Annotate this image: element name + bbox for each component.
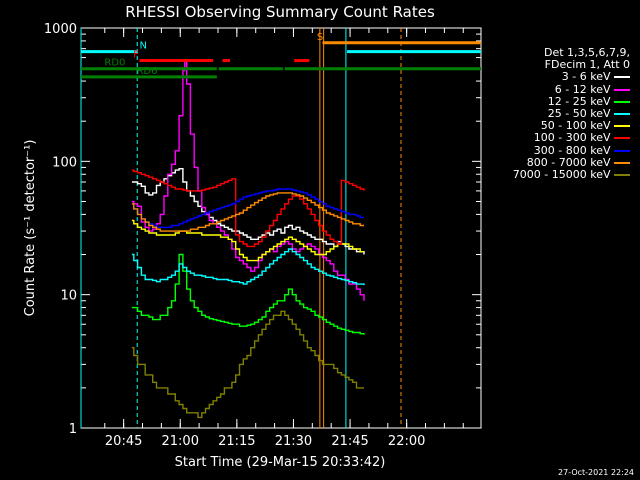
- series-line: [131, 188, 364, 228]
- legend-header-fdecim: FDecim 1, Att 0: [544, 58, 630, 72]
- legend-entry: 6 - 12 keV: [486, 82, 630, 96]
- state-bar-label: S: [317, 32, 323, 43]
- series-line: [131, 192, 364, 232]
- legend-entry: 25 - 50 keV: [486, 107, 630, 121]
- legend-entry-label: 25 - 50 keV: [547, 107, 614, 121]
- state-bar-label: N: [139, 41, 146, 52]
- legend-entry: 3 - 6 keV: [486, 71, 630, 83]
- legend: Det 1,3,5,6,7,9, FDecim 1, Att 0 3 - 6 k…: [486, 46, 630, 182]
- legend-entry-label: 800 - 7000 keV: [526, 155, 614, 169]
- legend-swatch: [614, 161, 630, 164]
- legend-entry-label: 7000 - 15000 keV: [512, 168, 614, 182]
- state-bar-label: RD0: [104, 58, 125, 69]
- x-axis-label: Start Time (29-Mar-15 20:33:42): [175, 455, 386, 470]
- legend-entry: 100 - 300 keV: [486, 132, 630, 144]
- legend-entry-label: 300 - 800 keV: [533, 143, 614, 157]
- legend-swatch: [614, 125, 630, 128]
- legend-entry: 12 - 25 keV: [486, 94, 630, 108]
- legend-entry-label: 3 - 6 keV: [561, 70, 614, 84]
- legend-entry: 300 - 800 keV: [486, 143, 630, 157]
- legend-entry: 50 - 100 keV: [486, 120, 630, 132]
- legend-entry: 7000 - 15000 keV: [486, 168, 630, 182]
- legend-swatch: [614, 149, 630, 152]
- y-axis-label: Count Rate (s⁻¹ detector⁻¹): [23, 140, 38, 317]
- series-line: [131, 253, 365, 335]
- x-tick-label: 20:45: [105, 434, 142, 449]
- chart-title: RHESSI Observing Summary Count Rates: [125, 3, 435, 21]
- series-line: [131, 310, 364, 419]
- series-line: [131, 60, 365, 301]
- state-bar-label: RD6: [136, 66, 157, 77]
- plot-area: 1 10 100 1000 20:45 21:00 21:15 21:30 21:45 22:00…: [44, 22, 482, 449]
- legend-swatch: [614, 88, 630, 91]
- legend-header-detectors: Det 1,3,5,6,7,9,: [543, 46, 630, 59]
- y-tick-label: 1: [69, 422, 77, 437]
- legend-swatch: [614, 137, 630, 140]
- legend-entry: 800 - 7000 keV: [486, 155, 630, 169]
- series-line: [131, 248, 365, 286]
- legend-entry-label: 12 - 25 keV: [547, 94, 614, 108]
- legend-entry-label: 50 - 100 keV: [540, 119, 614, 133]
- legend-swatch: [614, 76, 630, 79]
- legend-swatch: [614, 174, 630, 177]
- series-line: [131, 168, 365, 255]
- y-tick-label: 1000: [44, 22, 77, 37]
- x-tick-label: 21:00: [162, 434, 199, 449]
- state-bar-label: F: [133, 50, 139, 61]
- y-tick-label: 100: [52, 155, 77, 170]
- legend-swatch: [614, 113, 630, 116]
- x-tick-label: 21:45: [331, 434, 368, 449]
- x-tick-label: 21:30: [275, 434, 312, 449]
- series-line: [131, 169, 365, 248]
- y-tick-label: 10: [60, 289, 77, 304]
- x-tick-label: 21:15: [218, 434, 255, 449]
- legend-entry-label: 100 - 300 keV: [533, 131, 614, 145]
- generated-timestamp: 27-Oct-2021 22:24: [558, 468, 634, 477]
- legend-swatch: [614, 100, 630, 103]
- legend-entry-label: 6 - 12 keV: [554, 82, 614, 96]
- x-tick-label: 22:00: [388, 434, 425, 449]
- series-line: [131, 219, 364, 262]
